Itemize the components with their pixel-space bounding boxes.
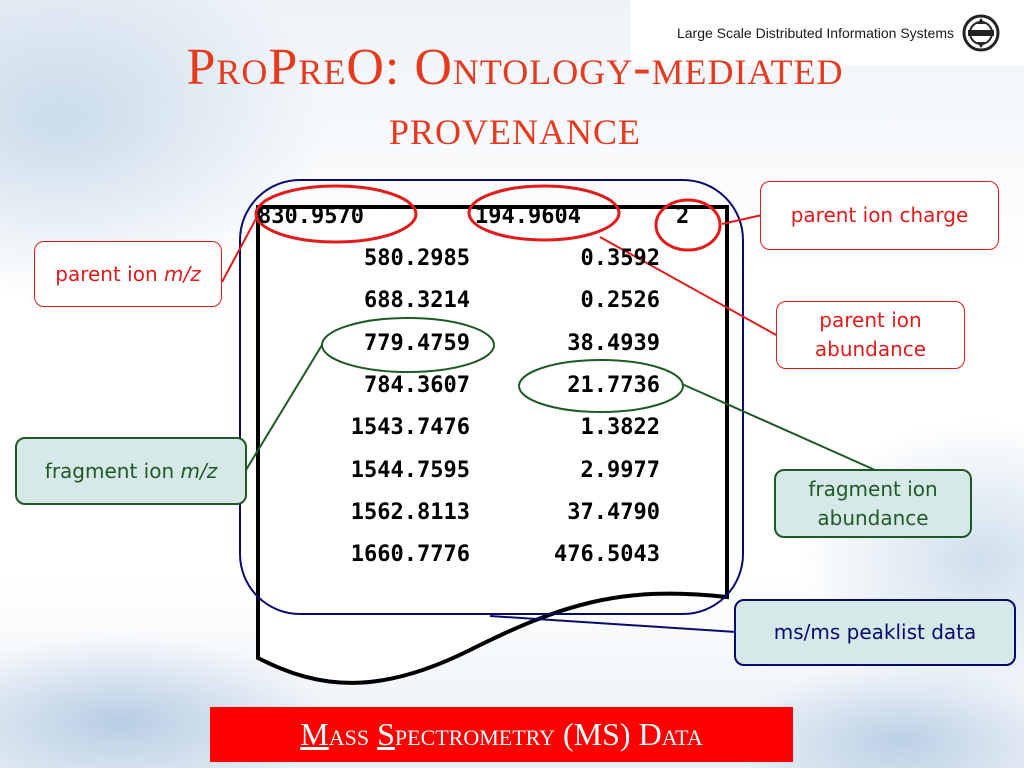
label-fragment-ion-mz-italic: m/z bbox=[180, 458, 218, 483]
peak-abundance-value: 0.2526 bbox=[580, 288, 660, 313]
peak-abundance-value: 0.3592 bbox=[580, 246, 660, 271]
parent-abundance-value: 194.9604 bbox=[475, 204, 581, 229]
label-parent-ion-mz-text: parent ion bbox=[55, 261, 165, 286]
fragment-abundance-highlight bbox=[518, 359, 684, 413]
footer-s: S bbox=[377, 716, 395, 752]
parent-mz-connector bbox=[221, 214, 259, 283]
parent-charge-highlight bbox=[654, 198, 722, 252]
fragment-mz-connector bbox=[245, 344, 323, 471]
title-line-2: provenance bbox=[388, 99, 641, 156]
footer-rest: pectrometry (MS) Data bbox=[394, 716, 703, 752]
peaklist-document-shape bbox=[256, 205, 729, 685]
peaklist-data-connector bbox=[489, 615, 737, 633]
peak-mz-value: 1543.7476 bbox=[350, 415, 470, 440]
peak-mz-value: 1562.8113 bbox=[350, 500, 470, 525]
peak-abundance-value: 476.5043 bbox=[554, 542, 660, 567]
peak-mz-value: 784.3607 bbox=[364, 373, 470, 398]
slide-title: ProPreO: Ontology-mediated provenance bbox=[60, 38, 970, 158]
fragment-abundance-connector bbox=[681, 383, 876, 471]
header-band bbox=[630, 0, 1024, 66]
title-line-1: ProPreO: Ontology-mediated bbox=[186, 39, 844, 96]
peak-mz-value: 1544.7595 bbox=[350, 458, 470, 483]
label-parent-ion-mz-italic: m/z bbox=[164, 261, 201, 286]
parent-abundance-highlight bbox=[467, 184, 621, 242]
footer-ass: ass bbox=[328, 716, 378, 752]
parent-charge-connector bbox=[721, 214, 763, 225]
label-fragment-ion-mz: fragment ion m/z bbox=[15, 437, 247, 505]
parent-abundance-connector bbox=[599, 236, 779, 337]
label-fragment-ion-abundance-line2: abundance bbox=[817, 505, 929, 530]
peak-mz-value: 580.2985 bbox=[364, 246, 470, 271]
label-parent-ion-abundance: parent ion abundance bbox=[776, 301, 965, 369]
peak-abundance-value: 2.9977 bbox=[580, 458, 660, 483]
peak-abundance-value: 21.7736 bbox=[567, 373, 660, 398]
peak-abundance-value: 38.4939 bbox=[567, 331, 660, 356]
header-text: Large Scale Distributed Information Syst… bbox=[676, 25, 954, 41]
peak-mz-value: 688.3214 bbox=[364, 288, 470, 313]
parent-charge-value: 2 bbox=[676, 204, 690, 229]
fragment-mz-highlight bbox=[321, 317, 495, 373]
label-fragment-ion-abundance: fragment ion abundance bbox=[774, 469, 972, 538]
label-fragment-ion-mz-text: fragment ion bbox=[44, 458, 181, 483]
footer-m: M bbox=[300, 716, 329, 752]
lsdis-logo-icon bbox=[962, 14, 1000, 52]
parent-mz-highlight bbox=[254, 184, 418, 244]
label-peaklist-data: ms/ms peaklist data bbox=[734, 599, 1016, 666]
label-parent-ion-abundance-line2: abundance bbox=[814, 337, 927, 361]
peak-abundance-value: 37.4790 bbox=[567, 500, 660, 525]
parent-mz-value: 830.9570 bbox=[258, 204, 364, 229]
label-fragment-ion-abundance-line1: fragment ion bbox=[808, 476, 938, 501]
peak-mz-value: 779.4759 bbox=[364, 331, 470, 356]
label-parent-ion-charge: parent ion charge bbox=[760, 181, 999, 250]
peak-abundance-value: 1.3822 bbox=[580, 415, 660, 440]
peak-mz-value: 1660.7776 bbox=[350, 542, 470, 567]
label-parent-ion-abundance-line1: parent ion bbox=[819, 308, 922, 332]
peaklist-enclosure bbox=[239, 179, 744, 615]
label-parent-ion-mz: parent ion m/z bbox=[34, 241, 222, 307]
